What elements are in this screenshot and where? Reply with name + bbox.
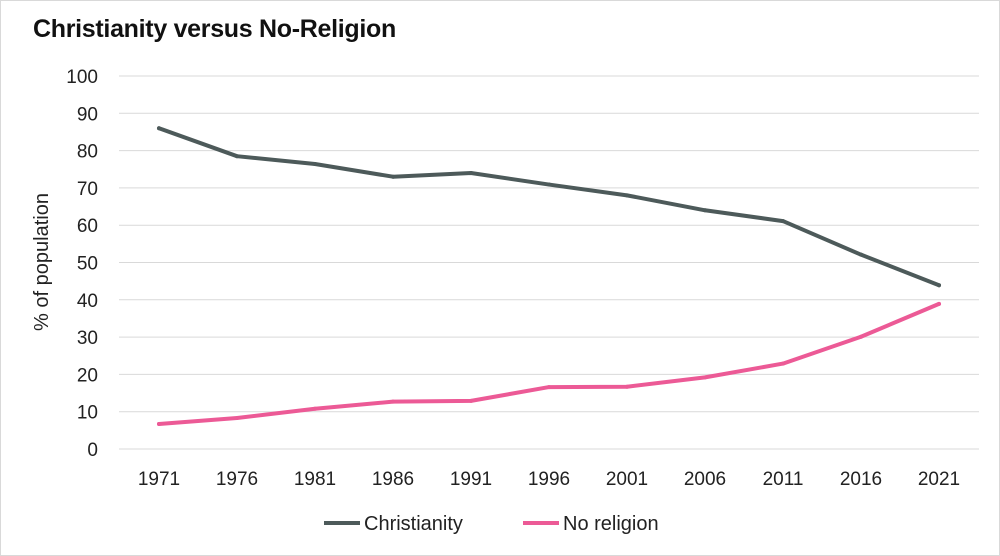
y-tick-label: 30 — [77, 328, 98, 349]
x-tick-label: 2021 — [918, 469, 960, 490]
x-tick-label: 2001 — [606, 469, 648, 490]
data-point — [859, 334, 863, 339]
legend-label: Christianity — [364, 513, 463, 535]
y-tick-label: 90 — [77, 104, 98, 125]
data-point — [235, 154, 239, 159]
y-tick-label: 40 — [77, 291, 98, 312]
data-point — [937, 301, 941, 306]
data-point — [625, 384, 629, 389]
x-tick-label: 1986 — [372, 469, 414, 490]
data-point — [547, 182, 551, 187]
data-point — [469, 170, 473, 175]
data-point — [625, 193, 629, 198]
x-tick-label: 1971 — [138, 469, 180, 490]
data-point — [157, 126, 161, 131]
x-tick-label: 1996 — [528, 469, 570, 490]
x-tick-label: 1981 — [294, 469, 336, 490]
data-point — [937, 283, 941, 288]
data-point — [547, 385, 551, 390]
data-point — [781, 219, 785, 224]
data-point — [859, 252, 863, 257]
legend-label: No religion — [563, 513, 659, 535]
y-axis-label: % of population — [31, 193, 53, 331]
y-tick-label: 60 — [77, 216, 98, 237]
series-line-no-religion — [157, 301, 941, 427]
data-point — [703, 375, 707, 380]
data-point — [313, 162, 317, 167]
y-tick-label: 10 — [77, 403, 98, 424]
chart-title: Christianity versus No-Religion — [33, 15, 396, 43]
legend: Christianity No religion — [324, 513, 659, 535]
y-tick-label: 70 — [77, 179, 98, 200]
data-point — [703, 208, 707, 213]
y-tick-label: 100 — [66, 67, 98, 88]
x-tick-label: 2006 — [684, 469, 726, 490]
x-axis-ticks: 1971 1976 1981 1986 1991 1996 2001 2006 2011 2016… — [138, 469, 960, 490]
x-tick-label: 1976 — [216, 469, 258, 490]
data-point — [157, 422, 161, 427]
x-tick-label: 2011 — [763, 469, 804, 490]
data-point — [469, 398, 473, 403]
data-point — [781, 361, 785, 366]
x-tick-label: 2016 — [840, 469, 882, 490]
data-point — [391, 174, 395, 179]
y-axis-ticks: 0 10 20 30 40 50 60 70 80 90 100 — [66, 67, 98, 461]
gridlines — [119, 75, 979, 450]
y-tick-label: 20 — [77, 365, 98, 386]
series-line-christianity — [157, 126, 941, 288]
y-tick-label: 0 — [87, 440, 98, 461]
x-tick-label: 1991 — [450, 469, 492, 490]
data-point — [235, 416, 239, 421]
y-tick-label: 50 — [77, 254, 98, 275]
data-point — [391, 399, 395, 404]
y-tick-label: 80 — [77, 142, 98, 163]
data-point — [313, 406, 317, 411]
series-lines — [157, 126, 941, 427]
